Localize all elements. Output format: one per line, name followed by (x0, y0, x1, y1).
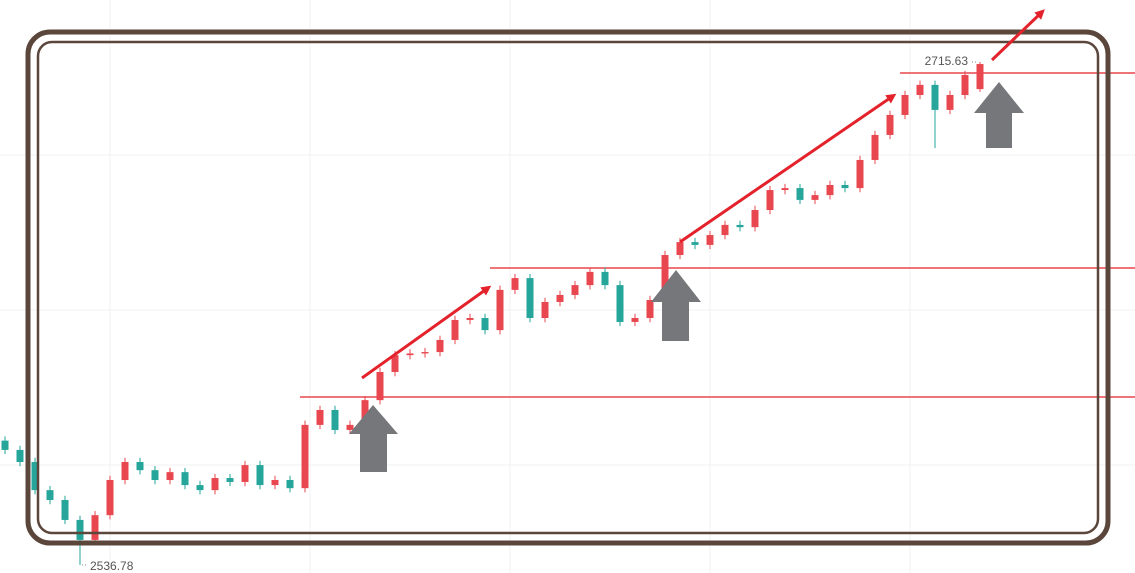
candle-body (16, 449, 24, 463)
support-arrows (349, 82, 1024, 472)
candle-body (841, 184, 849, 189)
candle-body (136, 462, 144, 471)
candle-body (1, 440, 9, 450)
candle-body (826, 184, 834, 196)
candle-body (46, 490, 54, 500)
candle-body (76, 519, 84, 540)
candle-body (421, 352, 429, 354)
candle-body (241, 465, 249, 482)
candle-body (901, 94, 909, 115)
candle-body (811, 195, 819, 200)
candle-body (721, 224, 729, 236)
candle-body (151, 470, 159, 481)
low-label: 2536.78 (90, 559, 134, 573)
candle-body (361, 400, 369, 425)
candle-body (481, 318, 489, 331)
candle-body (961, 75, 969, 95)
candle-body (271, 480, 279, 486)
levels (300, 72, 1135, 398)
candle-body (526, 278, 534, 319)
candle-body (196, 485, 204, 491)
candles (1, 62, 984, 565)
candle-body (211, 478, 219, 491)
candle-body (436, 339, 444, 353)
candle-body (256, 465, 264, 486)
candle-body (931, 84, 939, 110)
candle-body (406, 353, 414, 356)
candle-body (316, 409, 324, 425)
candle-body (286, 480, 294, 489)
candle-body (376, 372, 384, 401)
candle-body (946, 94, 954, 110)
candle-body (781, 188, 789, 191)
candle-body (586, 271, 594, 286)
candle-body (706, 235, 714, 245)
candle-body (976, 64, 984, 90)
candle-body (871, 134, 879, 160)
candle-body (31, 462, 39, 491)
candle-body (541, 301, 549, 319)
candle-body (226, 478, 234, 482)
candle-body (496, 289, 504, 331)
candle-body (856, 159, 864, 189)
candle-body (601, 271, 609, 286)
candle-body (121, 462, 129, 481)
candle-body (631, 318, 639, 322)
candle-body (166, 472, 174, 481)
candle-body (61, 499, 69, 520)
candle-body (796, 188, 804, 200)
candle-body (751, 210, 759, 228)
candle-body (181, 472, 189, 486)
candle-body (451, 319, 459, 340)
candle-body (691, 242, 699, 245)
candle-body (511, 278, 519, 290)
candle-body (766, 190, 774, 211)
candle-body (391, 355, 399, 373)
annotation-frame (25, 29, 1111, 546)
trend-arrows (361, 9, 1045, 380)
candle-body (106, 480, 114, 516)
high-label: 2715.63 (925, 54, 969, 68)
candle-body (886, 114, 894, 135)
candle-body (616, 285, 624, 322)
candle-body (571, 285, 579, 295)
candle-body (466, 318, 474, 320)
candle-body (91, 515, 99, 540)
candle-body (331, 409, 339, 430)
candle-body (916, 84, 924, 95)
candle-body (676, 242, 684, 256)
candle-body (346, 424, 354, 430)
candle-body (556, 294, 564, 302)
candle-body (736, 224, 744, 228)
candle-body (301, 424, 309, 489)
candle-body (661, 255, 669, 301)
labels: 2715.63 2536.78 (82, 54, 978, 573)
candle-body (646, 300, 654, 319)
